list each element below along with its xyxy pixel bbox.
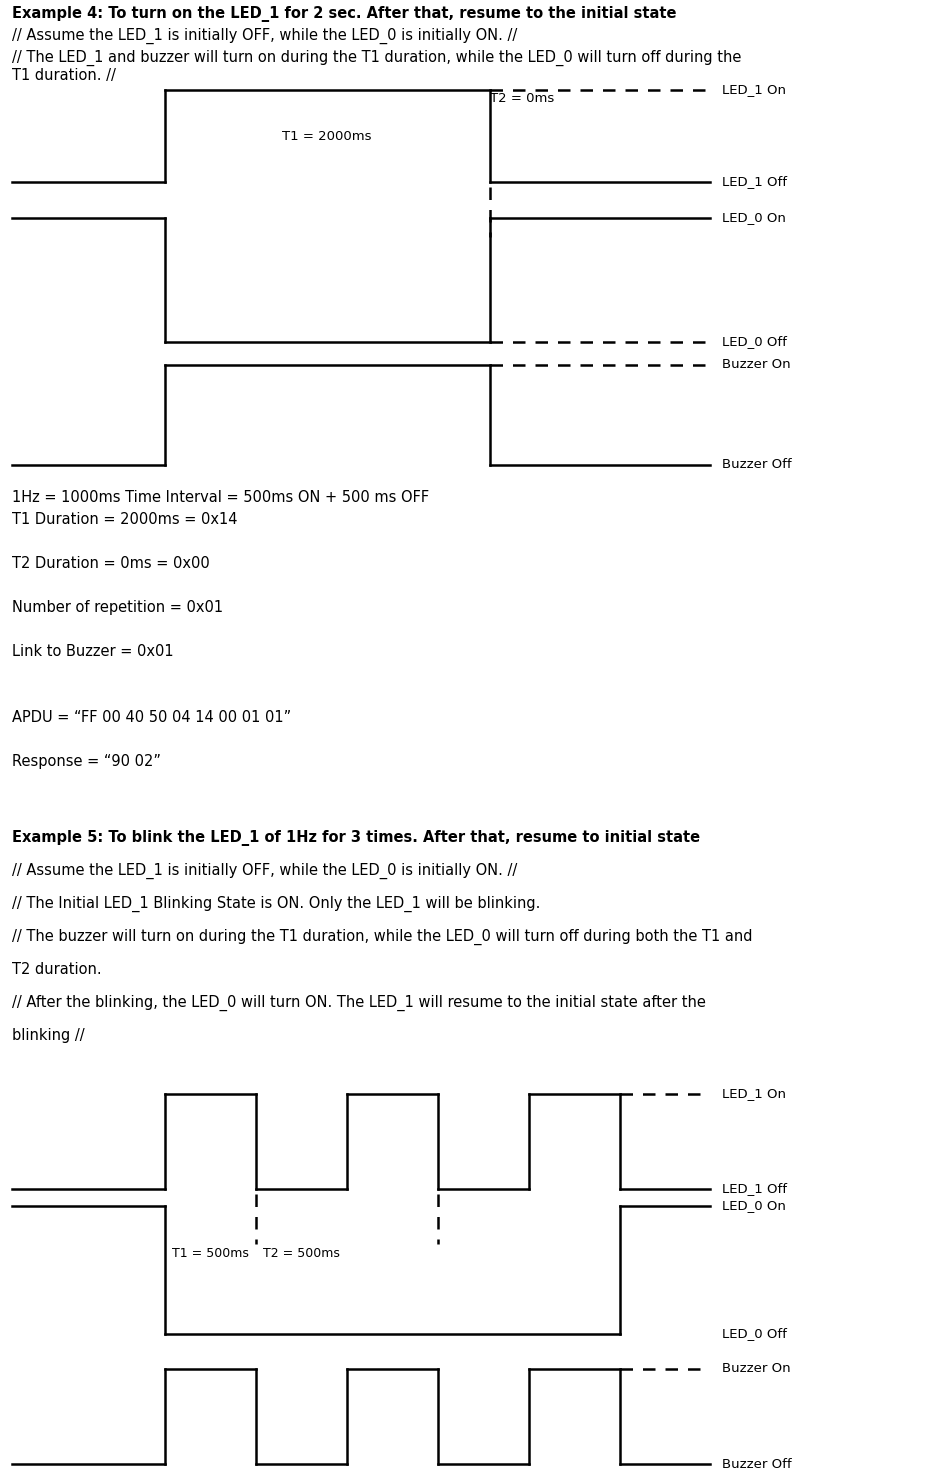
Text: blinking //: blinking //: [12, 1029, 85, 1043]
Text: LED_0 Off: LED_0 Off: [722, 336, 787, 349]
Text: Number of repetition = 0x01: Number of repetition = 0x01: [12, 600, 223, 615]
Text: LED_0 On: LED_0 On: [722, 211, 786, 225]
Text: T2 Duration = 0ms = 0x00: T2 Duration = 0ms = 0x00: [12, 556, 210, 571]
Text: LED_1 Off: LED_1 Off: [722, 176, 787, 189]
Text: // The buzzer will turn on during the T1 duration, while the LED_0 will turn off: // The buzzer will turn on during the T1…: [12, 930, 753, 946]
Text: // Assume the LED_1 is initially OFF, while the LED_0 is initially ON. //: // Assume the LED_1 is initially OFF, wh…: [12, 28, 518, 44]
Text: // The Initial LED_1 Blinking State is ON. Only the LED_1 will be blinking.: // The Initial LED_1 Blinking State is O…: [12, 896, 540, 912]
Text: T1 duration. //: T1 duration. //: [12, 68, 116, 83]
Text: T1 = 500ms: T1 = 500ms: [172, 1247, 249, 1261]
Text: // The LED_1 and buzzer will turn on during the T1 duration, while the LED_0 wil: // The LED_1 and buzzer will turn on dur…: [12, 50, 742, 67]
Text: T2 = 500ms: T2 = 500ms: [263, 1247, 340, 1261]
Text: Example 4: To turn on the LED_1 for 2 sec. After that, resume to the initial sta: Example 4: To turn on the LED_1 for 2 se…: [12, 6, 677, 22]
Text: Response = “90 02”: Response = “90 02”: [12, 754, 161, 769]
Text: // After the blinking, the LED_0 will turn ON. The LED_1 will resume to the init: // After the blinking, the LED_0 will tu…: [12, 995, 706, 1011]
Text: Example 5: To blink the LED_1 of 1Hz for 3 times. After that, resume to initial : Example 5: To blink the LED_1 of 1Hz for…: [12, 831, 700, 845]
Text: Buzzer On: Buzzer On: [722, 1363, 790, 1376]
Text: // Assume the LED_1 is initially OFF, while the LED_0 is initially ON. //: // Assume the LED_1 is initially OFF, wh…: [12, 863, 518, 879]
Text: 1Hz = 1000ms Time Interval = 500ms ON + 500 ms OFF: 1Hz = 1000ms Time Interval = 500ms ON + …: [12, 491, 429, 505]
Text: Buzzer Off: Buzzer Off: [722, 458, 791, 471]
Text: T1 = 2000ms: T1 = 2000ms: [282, 130, 372, 142]
Text: LED_1 On: LED_1 On: [722, 1088, 786, 1101]
Text: T2 = 0ms: T2 = 0ms: [490, 92, 554, 105]
Text: Buzzer Off: Buzzer Off: [722, 1457, 791, 1471]
Text: LED_0 On: LED_0 On: [722, 1200, 786, 1212]
Text: LED_1 On: LED_1 On: [722, 83, 786, 96]
Text: T2 duration.: T2 duration.: [12, 962, 102, 977]
Text: APDU = “FF 00 40 50 04 14 00 01 01”: APDU = “FF 00 40 50 04 14 00 01 01”: [12, 709, 292, 726]
Text: Link to Buzzer = 0x01: Link to Buzzer = 0x01: [12, 644, 174, 659]
Text: Buzzer On: Buzzer On: [722, 359, 790, 371]
Text: LED_0 Off: LED_0 Off: [722, 1327, 787, 1341]
Text: T1 Duration = 2000ms = 0x14: T1 Duration = 2000ms = 0x14: [12, 511, 237, 528]
Text: LED_1 Off: LED_1 Off: [722, 1182, 787, 1196]
